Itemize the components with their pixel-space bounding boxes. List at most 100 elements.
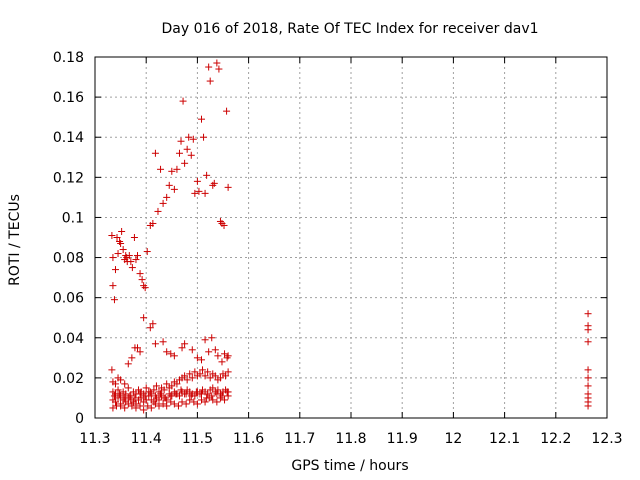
data-point [174,402,182,410]
data-point [114,250,122,258]
data-point [187,151,195,159]
data-point [142,384,150,392]
data-point [175,392,183,400]
data-point [183,376,191,384]
data-point [201,372,209,380]
data-point [223,388,231,396]
data-point [133,344,141,352]
data-point [210,179,218,187]
data-point [143,248,151,256]
y-tick-label: 0.06 [53,291,84,307]
data-point [111,266,119,274]
data-point [197,115,205,123]
data-point [206,374,214,382]
data-point [157,165,165,173]
data-point [157,390,165,398]
data-point [205,348,213,356]
data-point [151,149,159,157]
data-point [138,276,146,284]
data-point [203,394,211,402]
data-point [224,392,232,400]
data-point [197,356,205,364]
data-point [223,107,231,115]
data-point [124,384,132,392]
data-point [182,400,190,408]
data-point [209,384,217,392]
data-point [108,231,116,239]
x-tick-label: 12 [444,431,462,447]
data-point [205,63,213,71]
data-point [224,352,232,360]
data-point [201,398,209,406]
data-point [188,346,196,354]
x-tick-label: 11.3 [79,431,110,447]
y-tick-label: 0.02 [53,371,84,387]
data-point [192,388,200,396]
data-point [190,398,198,406]
data-point [118,227,126,235]
x-tick-label: 11.5 [182,431,213,447]
data-point [216,374,224,382]
data-point [111,380,119,388]
data-point [133,252,141,260]
data-point [126,392,134,400]
data-point [132,256,140,264]
data-point [168,382,176,390]
data-point [159,400,167,408]
data-point [128,354,136,362]
data-point [117,240,125,248]
data-point [168,167,176,175]
x-tick-label: 11.6 [233,431,264,447]
data-point [124,400,132,408]
data-point [185,133,193,141]
data-point [199,366,207,374]
data-point [195,187,203,195]
data-point [121,404,129,412]
y-tick-label: 0.1 [62,210,84,226]
data-point [146,388,154,396]
data-point [136,348,144,356]
data-point [110,392,118,400]
data-point [178,344,186,352]
data-point [584,402,592,410]
data-point [163,348,171,356]
data-point [215,65,223,73]
y-tick-label: 0.12 [53,170,84,186]
data-point [218,358,226,366]
data-point [213,390,221,398]
data-point [584,338,592,346]
data-point [109,404,117,412]
data-point [181,372,189,380]
y-tick-label: 0.04 [53,331,84,347]
data-point [177,137,185,145]
data-point [136,402,144,410]
data-point [191,368,199,376]
data-point [206,77,214,85]
data-point [200,133,208,141]
data-point [108,366,116,374]
data-point [196,370,204,378]
data-point [170,400,178,408]
y-tick-label: 0.18 [53,50,84,66]
data-point [186,370,194,378]
data-point [213,59,221,67]
data-point [221,350,229,358]
x-tick-label: 12.1 [489,431,520,447]
data-point [122,252,130,260]
data-point [197,396,205,404]
data-point [173,165,181,173]
data-point [183,145,191,153]
data-point [191,189,199,197]
data-point [193,354,201,362]
data-point [204,368,212,376]
data-point [119,246,127,254]
data-point [159,199,167,207]
data-point [163,402,171,410]
data-point [584,374,592,382]
y-axis-label: ROTI / TECUs [7,194,23,286]
data-point [186,396,194,404]
data-point [167,392,175,400]
data-point [155,396,163,404]
data-point [204,390,212,398]
